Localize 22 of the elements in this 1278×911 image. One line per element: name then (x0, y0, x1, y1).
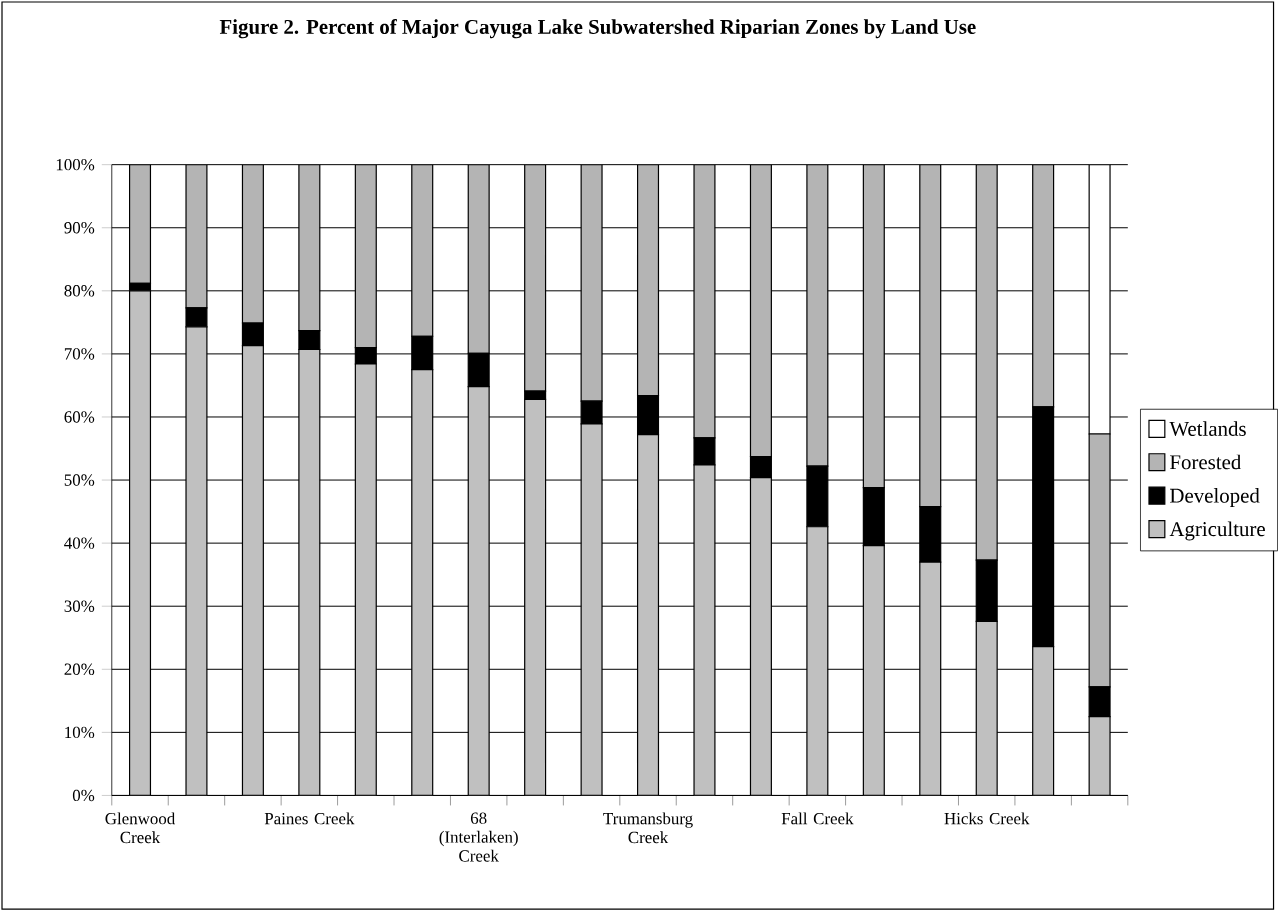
x-tick-label: Glenwood Creek (105, 812, 176, 844)
chart-title: Figure 2. Percent of Major Cayuga Lake Subwatershed Riparian Zones by Land Use (219, 18, 976, 39)
y-tick-label: 80% (64, 285, 95, 297)
y-tick-label: 50% (64, 474, 95, 486)
x-tick-label: Fall Creek (781, 812, 854, 825)
y-tick-label: 0% (72, 789, 95, 802)
x-tick-label: 68 (Interlaken) Creek (439, 812, 518, 862)
y-tick-label: 30% (64, 600, 95, 612)
x-tick-label: Trumansburg Creek (603, 812, 693, 844)
x-tick-label: Hicks Creek (944, 812, 1030, 825)
legend-label: Forested (1170, 454, 1242, 470)
x-tick-label: Paines Creek (264, 812, 355, 825)
y-tick-label: 10% (65, 726, 95, 738)
legend-label: Wetlands (1169, 421, 1246, 436)
y-tick-label: 60% (64, 411, 95, 423)
y-tick-label: 70% (64, 348, 95, 360)
y-tick-label: 90% (64, 221, 95, 234)
legend-label: Developed (1170, 487, 1260, 507)
legend-label: Agriculture (1169, 521, 1265, 541)
y-tick-label: 100% (56, 158, 95, 171)
y-tick-label: 20% (64, 663, 95, 675)
y-tick-label: 40% (64, 537, 95, 549)
